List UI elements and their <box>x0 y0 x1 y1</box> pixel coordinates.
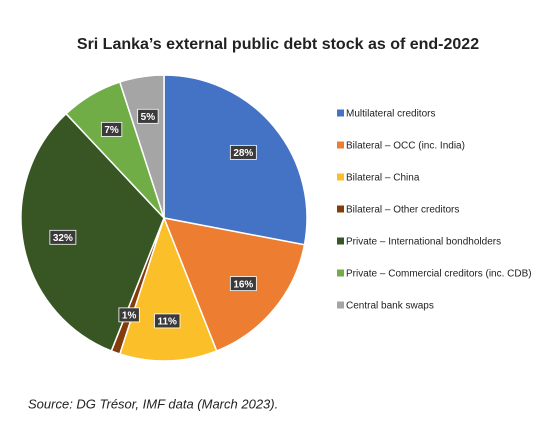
value-label: 28% <box>233 148 253 159</box>
legend-label: Multilateral creditors <box>346 109 435 120</box>
value-label-group: 5% <box>137 108 159 124</box>
value-label-group: 28% <box>229 144 257 160</box>
legend-swatch <box>337 237 344 245</box>
value-label-group: 1% <box>118 307 140 323</box>
pie-slice <box>163 74 308 246</box>
value-label: 1% <box>122 311 137 322</box>
legend-swatch <box>337 301 344 309</box>
value-label: 7% <box>104 125 119 136</box>
value-label: 32% <box>53 233 73 244</box>
value-label-box <box>118 307 140 323</box>
value-label-box <box>229 144 257 160</box>
value-label-group: 32% <box>49 229 77 245</box>
chart-title: Sri Lanka’s external public debt stock a… <box>77 36 479 53</box>
source-note: Source: DG Trésor, IMF data (March 2023)… <box>28 396 278 411</box>
value-label-box <box>49 229 77 245</box>
value-label: 16% <box>233 279 253 290</box>
value-label-group: 7% <box>100 121 123 137</box>
value-label: 5% <box>141 112 156 123</box>
value-label: 11% <box>157 317 177 328</box>
pie-slice <box>20 112 165 352</box>
legend-swatch <box>337 205 344 213</box>
legend-label: Private – International bondholders <box>346 237 501 248</box>
value-label-box <box>100 121 123 137</box>
legend-label: Bilateral – OCC (inc. India) <box>346 141 465 152</box>
legend-label: Private – Commercial creditors (inc. CDB… <box>346 269 532 280</box>
value-label-box <box>137 108 159 124</box>
legend-swatch <box>337 109 344 117</box>
value-label-group: 16% <box>229 276 257 292</box>
legend-label: Bilateral – Other creditors <box>346 205 459 216</box>
legend-swatch <box>337 173 344 181</box>
legend-label: Central bank swaps <box>346 301 434 312</box>
value-label-box <box>154 313 181 329</box>
value-label-group: 11% <box>154 313 181 329</box>
legend-swatch <box>337 269 344 277</box>
value-label-box <box>229 276 257 292</box>
pie-slice <box>118 215 218 362</box>
legend-swatch <box>337 141 344 149</box>
legend-label: Bilateral – China <box>346 173 420 184</box>
